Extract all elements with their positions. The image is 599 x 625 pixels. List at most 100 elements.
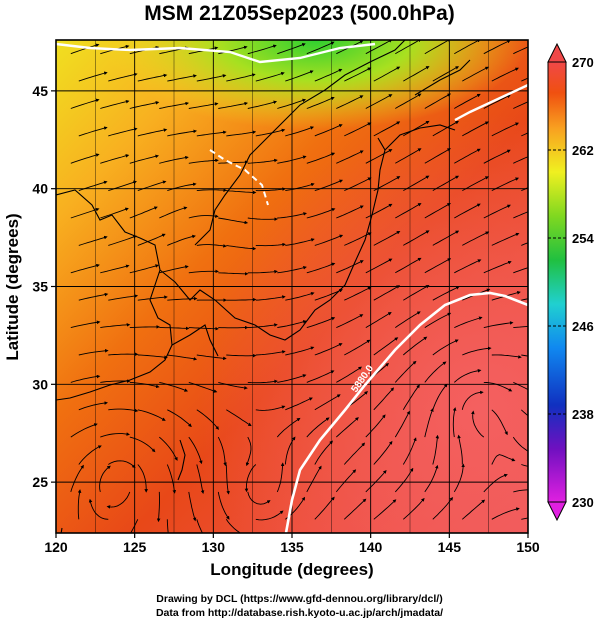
streamline	[403, 336, 428, 356]
colorbar-tick-label: 246	[572, 319, 594, 334]
streamline	[491, 67, 519, 82]
streamline	[78, 71, 108, 82]
streamline	[108, 127, 138, 137]
streamline	[491, 454, 516, 465]
credits: Drawing by DCL (https://www.gfd-dennou.o…	[0, 592, 599, 620]
streamline	[226, 297, 257, 302]
streamline	[196, 464, 205, 495]
streamline	[137, 464, 148, 493]
streamline	[432, 339, 459, 356]
streamline	[513, 267, 528, 274]
streamline	[344, 122, 372, 137]
streamline	[491, 232, 520, 246]
streamline	[373, 121, 401, 137]
streamline	[159, 265, 189, 274]
streamline	[344, 286, 372, 301]
lat-lon-grid	[56, 40, 528, 533]
streamline	[137, 128, 168, 137]
streamline	[255, 71, 285, 82]
streamline	[336, 366, 362, 383]
y-tick-label: 45	[32, 83, 48, 99]
streamline	[77, 489, 82, 520]
streamline	[285, 346, 315, 356]
streamline	[343, 498, 367, 520]
streamline	[336, 205, 364, 219]
streamline	[394, 410, 410, 438]
streamline	[432, 120, 460, 137]
streamline	[108, 460, 136, 469]
streamline	[403, 230, 430, 246]
streamline	[344, 67, 372, 82]
streamline	[108, 72, 138, 82]
streamline	[78, 235, 108, 246]
streamline	[255, 350, 286, 356]
streamline	[108, 408, 139, 413]
streamline	[70, 153, 100, 164]
streamline	[137, 409, 166, 421]
streamline	[156, 491, 161, 523]
streamline	[395, 93, 422, 109]
streamline	[483, 260, 512, 274]
streamline	[424, 40, 452, 55]
streamline	[454, 93, 481, 109]
streamline	[457, 434, 463, 465]
x-tick-label: 135	[280, 539, 304, 555]
streamline	[424, 464, 439, 493]
streamline	[78, 292, 109, 301]
streamline	[159, 206, 188, 219]
streamline	[306, 370, 335, 383]
streamline	[306, 417, 330, 438]
streamline	[424, 361, 447, 383]
streamline	[306, 262, 336, 274]
streamline	[100, 379, 131, 383]
streamline	[70, 98, 100, 109]
streamline	[188, 214, 219, 219]
streamline	[306, 152, 336, 164]
streamline	[217, 436, 227, 467]
streamline	[491, 409, 508, 436]
streamline	[137, 295, 168, 301]
colorbar-tick-label: 254	[572, 231, 594, 246]
x-tick-label: 150	[516, 539, 540, 555]
streamline	[167, 234, 196, 246]
streamline	[373, 66, 401, 82]
streamline	[108, 352, 139, 357]
streamline	[196, 354, 227, 361]
streamline	[314, 394, 341, 411]
colorbar-scale	[547, 61, 567, 503]
streamline	[167, 296, 198, 301]
streamline	[78, 126, 108, 137]
streamline	[255, 295, 286, 301]
streamline	[365, 203, 393, 219]
streamline	[277, 320, 307, 329]
credit-drawing: Drawing by DCL (https://www.gfd-dennou.o…	[156, 593, 443, 605]
streamline	[462, 231, 490, 246]
streamline	[218, 217, 249, 225]
streamline	[432, 286, 460, 301]
streamline	[512, 436, 528, 452]
streamline	[108, 294, 139, 301]
streamline	[483, 321, 514, 329]
streamline	[462, 346, 492, 356]
streamline	[196, 130, 227, 137]
streamline	[218, 272, 249, 276]
streamline	[373, 499, 397, 520]
streamline	[454, 369, 482, 383]
streamline	[454, 316, 483, 329]
streamline	[373, 285, 401, 301]
x-tick-label: 125	[123, 539, 147, 555]
x-tick-label: 140	[359, 539, 383, 555]
streamline	[432, 230, 460, 246]
streamline	[521, 77, 528, 82]
streamline	[471, 410, 485, 438]
y-tick-label: 40	[32, 181, 48, 197]
streamline	[247, 491, 271, 505]
wind-streamlines	[70, 40, 528, 533]
streamline	[335, 469, 357, 493]
streamline	[314, 179, 344, 192]
streamline	[196, 188, 227, 192]
colorbar-top-arrow	[547, 42, 567, 63]
streamline	[454, 203, 481, 219]
streamline	[314, 124, 343, 137]
streamline	[167, 74, 197, 82]
